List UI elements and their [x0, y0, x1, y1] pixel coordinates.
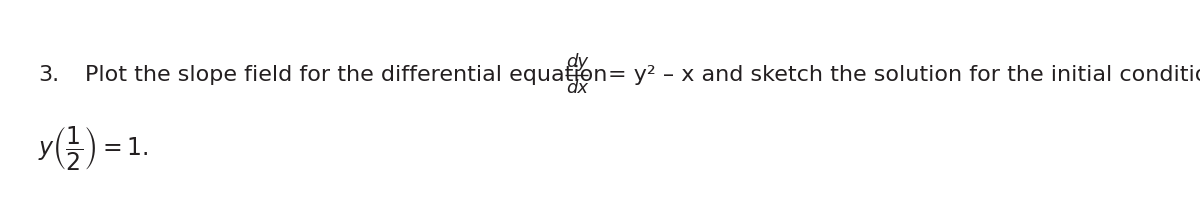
Text: Plot the slope field for the differential equation: Plot the slope field for the differentia… [85, 65, 607, 85]
Text: = y² – x and sketch the solution for the initial condition: = y² – x and sketch the solution for the… [608, 65, 1200, 85]
Text: dy: dy [566, 53, 588, 71]
Text: 3.: 3. [38, 65, 59, 85]
Text: dx: dx [566, 79, 588, 97]
Text: $y\left(\dfrac{1}{2}\right) = 1.$: $y\left(\dfrac{1}{2}\right) = 1.$ [38, 124, 149, 172]
